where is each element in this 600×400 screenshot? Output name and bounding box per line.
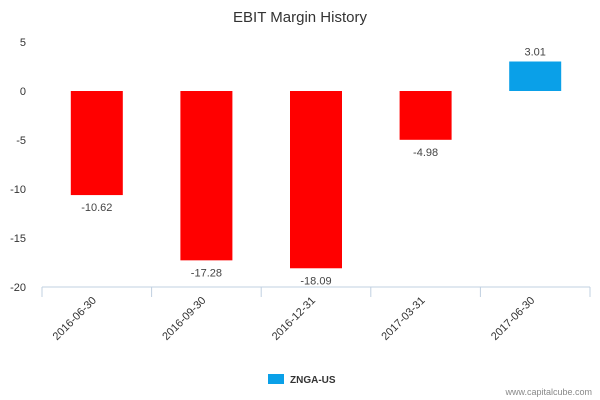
y-tick-label: -15 [10,233,26,245]
bar-series [70,61,562,269]
y-tick-label: 5 [20,37,26,49]
legend[interactable]: ZNGA-US [268,374,336,386]
bar-2016-09-30[interactable] [180,91,233,261]
bar-2017-06-30[interactable] [509,61,562,91]
legend-swatch[interactable] [268,374,284,384]
watermark: www.capitalcube.com [504,387,592,397]
data-label: -18.09 [300,275,331,287]
data-label: 3.01 [524,47,545,59]
bar-2016-06-30[interactable] [70,91,123,196]
y-tick-label: 0 [20,86,26,98]
data-labels: -10.62 -17.28 -18.09 -4.98 3.01 [81,47,546,288]
x-tick-label: 2016-09-30 [160,295,208,343]
chart-title: EBIT Margin History [233,9,367,26]
legend-label[interactable]: ZNGA-US [290,375,336,386]
bar-2016-12-31[interactable] [290,91,342,269]
y-tick-label: -10 [10,184,26,196]
data-label: -17.28 [191,267,222,279]
x-tick-label: 2017-06-30 [489,295,537,343]
y-tick-label: -5 [16,135,26,147]
y-axis: 5 0 -5 -10 -15 -20 [10,37,26,294]
x-tick-label: 2017-03-31 [379,295,427,343]
bar-2017-03-31[interactable] [399,91,452,140]
x-tick-label: 2016-12-31 [270,295,318,343]
x-axis: 2016-06-30 2016-09-30 2016-12-31 2017-03-31… [41,286,591,343]
data-label: -4.98 [413,147,438,159]
data-label: -10.62 [81,202,112,214]
y-tick-label: -20 [10,282,26,294]
x-tick-label: 2016-06-30 [51,295,99,343]
